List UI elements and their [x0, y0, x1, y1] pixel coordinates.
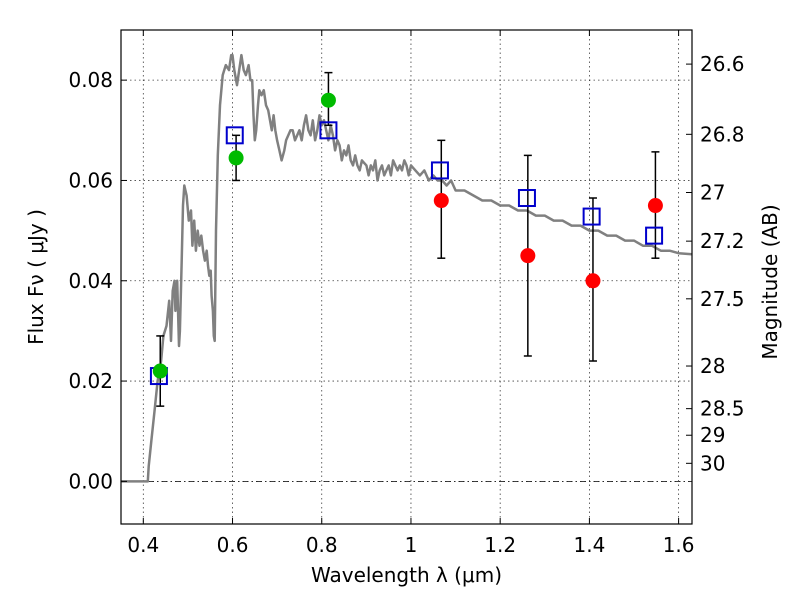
right-tick-label: 27: [700, 180, 725, 204]
model-square-marker: [582, 207, 601, 226]
right-tick-label: 26.8: [700, 122, 745, 146]
right-axis-label: Magnitude (AB): [758, 204, 782, 359]
right-tick-label: 29: [700, 423, 725, 447]
x-tick-label: 1.2: [484, 533, 516, 557]
x-axis: 0.4 0.6 0.8 1 1.2 1.4 1.6: [127, 30, 695, 557]
y-tick-label: 0.04: [68, 269, 113, 293]
model-spectrum-line: [121, 53, 693, 483]
model-square-marker: [517, 189, 536, 208]
photometry-point: [320, 92, 336, 108]
model-square-marker: [225, 126, 244, 145]
x-tick-label: 0.6: [217, 533, 249, 557]
right-tick-label: 27.2: [700, 229, 745, 253]
photometry-point: [433, 193, 449, 209]
y-tick-label: 0.06: [68, 168, 113, 192]
right-tick-label: 27.5: [700, 287, 745, 311]
x-axis-label: Wavelength λ (μm): [311, 563, 502, 587]
x-tick-label: 0.8: [306, 533, 338, 557]
right-tick-label: 30: [700, 451, 725, 475]
right-tick-label: 28.5: [700, 397, 745, 421]
photometry-point: [647, 198, 663, 214]
x-tick-label: 1.6: [663, 533, 695, 557]
photometry-point: [520, 248, 536, 264]
photometry-point: [152, 363, 168, 379]
model-square-marker: [645, 226, 664, 245]
y-axis-label: Flux Fν ( μJy ): [24, 209, 48, 345]
x-tick-label: 1: [405, 533, 418, 557]
right-magnitude-axis: 26.6 26.8 27 27.2 27.5 28 28.529 30: [686, 52, 745, 475]
x-tick-label: 0.4: [127, 533, 159, 557]
photometry-point: [585, 273, 601, 289]
y-axis: 0.00 0.02 0.04 0.06 0.08: [68, 68, 127, 493]
y-tick-label: 0.08: [68, 68, 113, 92]
y-tick-label: 0.00: [68, 469, 113, 493]
grid: [121, 30, 692, 524]
model-square-marker: [430, 161, 449, 180]
right-tick-label: 26.6: [700, 52, 745, 76]
model-square-marker: [319, 121, 338, 140]
x-tick-label: 1.4: [573, 533, 605, 557]
plot-frame: [120, 29, 693, 525]
plot-area: [121, 53, 693, 483]
right-tick-label: 28: [700, 354, 725, 378]
y-tick-label: 0.02: [68, 369, 113, 393]
photometry-point: [228, 150, 244, 166]
